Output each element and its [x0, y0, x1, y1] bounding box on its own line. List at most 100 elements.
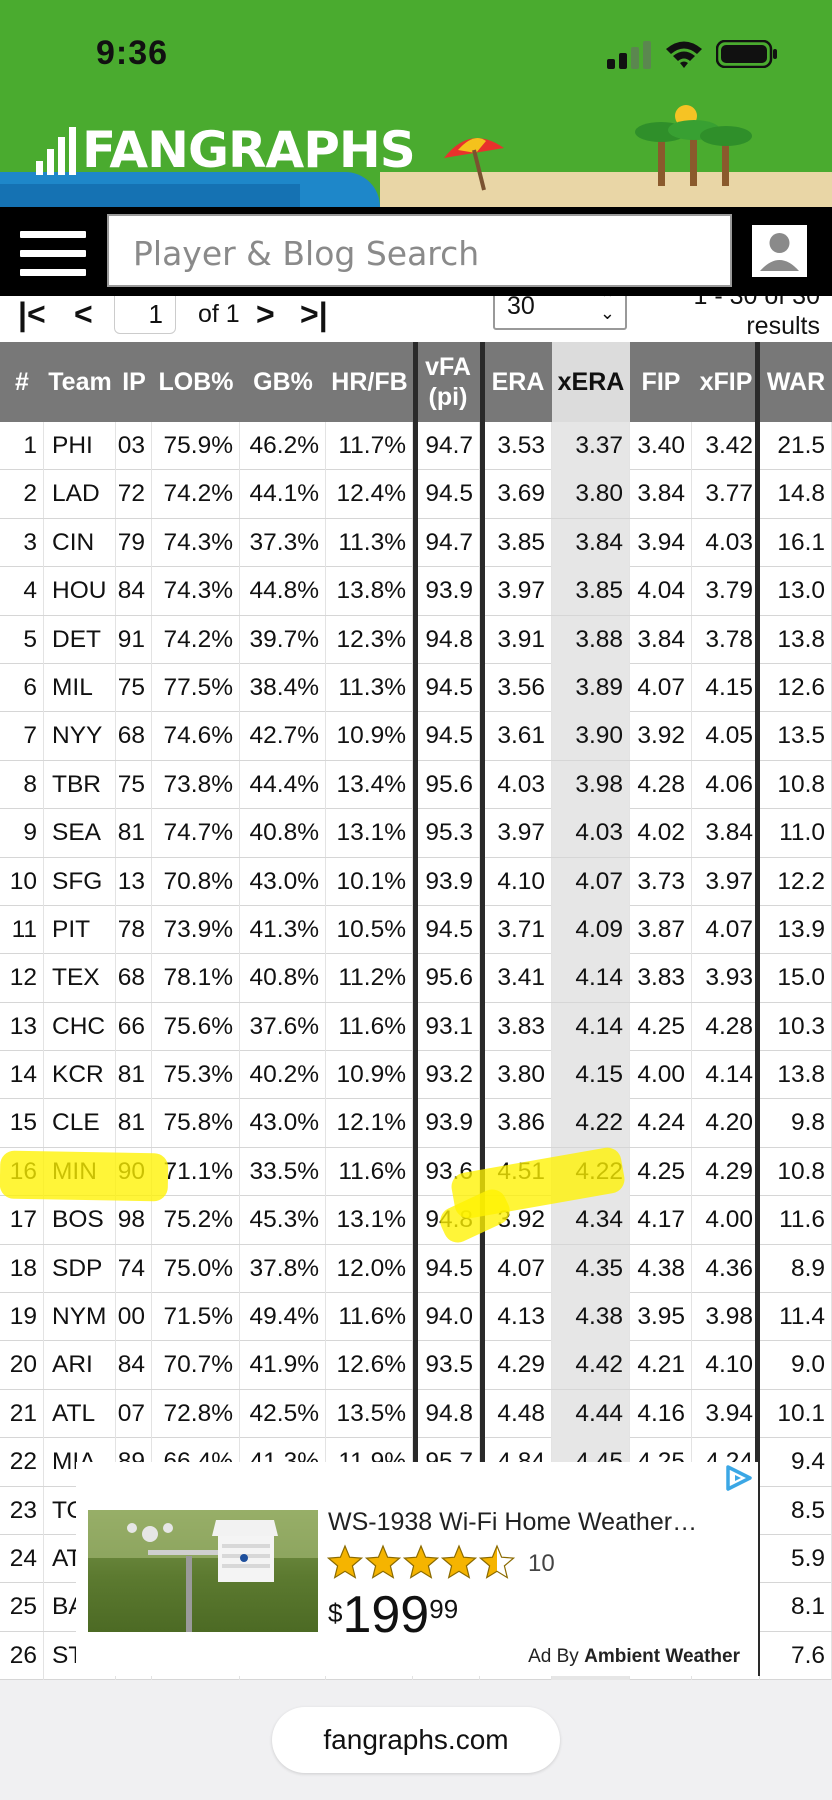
browser-url-bar[interactable]: fangraphs.com [272, 1707, 560, 1773]
search-input[interactable]: Player & Blog Search [107, 214, 732, 287]
cell-hrfb: 12.6% [326, 1341, 413, 1390]
cell-era: 3.83 [484, 1002, 552, 1051]
cell-lob: 72.8% [152, 1389, 240, 1438]
highlight-mark [0, 1150, 169, 1202]
cell-gb: 33.5% [240, 1147, 326, 1196]
cell-xera: 3.89 [552, 663, 630, 712]
cell-era: 3.41 [484, 954, 552, 1003]
cell-war: 9.0 [760, 1341, 832, 1390]
header-col-rank[interactable]: # [15, 368, 29, 396]
cell-team[interactable]: CHC [44, 1002, 116, 1051]
ad-advertiser[interactable]: Ad By Ambient Weather [528, 1646, 740, 1668]
cell-team[interactable]: LAD [44, 470, 116, 519]
cell-lob: 74.7% [152, 809, 240, 858]
cell-vfa: 95.6 [416, 954, 480, 1003]
cell-rank: 11 [0, 905, 44, 954]
cell-team[interactable]: CIN [44, 518, 116, 567]
ad-choices-icon[interactable] [724, 1464, 754, 1492]
cell-fip: 4.16 [630, 1389, 692, 1438]
cell-hrfb: 11.6% [326, 1147, 413, 1196]
cell-xera: 4.15 [552, 1051, 630, 1100]
cell-ip: 84 [116, 1341, 152, 1390]
weather-station-image[interactable] [88, 1510, 318, 1632]
cell-fip: 4.17 [630, 1196, 692, 1245]
cell-vfa: 93.1 [416, 1002, 480, 1051]
cell-team[interactable]: SEA [44, 809, 116, 858]
cell-ip: 91 [116, 615, 152, 664]
cell-xera: 3.90 [552, 712, 630, 761]
ad-price: $ 199 99 [328, 1584, 458, 1646]
header-col-gb[interactable]: GB% [253, 368, 313, 396]
cell-team[interactable]: ATL [44, 1389, 116, 1438]
cell-ip: 81 [116, 1099, 152, 1148]
header-col-war[interactable]: WAR [766, 368, 826, 396]
cell-war: 10.3 [760, 1002, 832, 1051]
cell-war: 11.0 [760, 809, 832, 858]
cell-team[interactable]: TEX [44, 954, 116, 1003]
ad-title[interactable]: WS-1938 Wi-Fi Home Weather… [328, 1508, 698, 1536]
ad-banner[interactable]: WS-1938 Wi-Fi Home Weather… 10 $ 199 99 … [76, 1462, 758, 1676]
cell-team[interactable]: SDP [44, 1244, 116, 1293]
cell-team[interactable]: PIT [44, 905, 116, 954]
cell-xera: 3.37 [552, 422, 630, 470]
header-col-team[interactable]: Team [48, 368, 112, 396]
header-col-xera[interactable]: xERA [552, 342, 630, 422]
cell-war: 15.0 [760, 954, 832, 1003]
header-col-lob[interactable]: LOB% [158, 368, 234, 396]
header-col-era[interactable]: ERA [491, 368, 545, 396]
fangraphs-logo[interactable]: FANGRAPHS [36, 120, 416, 180]
page-size-select[interactable]: 30 ⌃ ⌄ [493, 296, 627, 330]
cell-team[interactable]: ARI [44, 1341, 116, 1390]
cell-gb: 44.8% [240, 567, 326, 616]
cell-vfa: 94.5 [416, 470, 480, 519]
user-avatar-icon[interactable] [752, 225, 807, 277]
cell-era: 3.61 [484, 712, 552, 761]
cell-lob: 74.2% [152, 470, 240, 519]
cell-era: 3.80 [484, 1051, 552, 1100]
cell-xera: 3.80 [552, 470, 630, 519]
cell-team[interactable]: CLE [44, 1099, 116, 1148]
cell-vfa: 94.5 [416, 712, 480, 761]
menu-icon[interactable] [20, 231, 86, 277]
cell-era: 4.29 [484, 1341, 552, 1390]
cell-ip: 81 [116, 809, 152, 858]
page-number-input[interactable]: 1 [114, 296, 176, 334]
cell-team[interactable]: MIL [44, 663, 116, 712]
cell-team[interactable]: DET [44, 615, 116, 664]
cell-hrfb: 13.1% [326, 809, 413, 858]
last-page-button[interactable]: >| [300, 296, 328, 332]
header-col-vfa[interactable]: vFA (pi) [425, 353, 471, 411]
prev-page-button[interactable]: < [74, 296, 93, 332]
next-page-button[interactable]: > [256, 296, 275, 332]
cell-team[interactable]: PHI [44, 422, 116, 470]
cell-team[interactable]: BOS [44, 1196, 116, 1245]
cell-xfip: 4.14 [692, 1051, 760, 1100]
header-col-hrfb[interactable]: HR/FB [331, 368, 408, 396]
cell-team[interactable]: NYY [44, 712, 116, 761]
table-row[interactable]: 5 DET 91 74.2% 39.7% 12.3% 94.8 3.91 3.88 3.84 3.7… [0, 615, 832, 664]
cell-hrfb: 12.1% [326, 1099, 413, 1148]
header-col-fip[interactable]: FIP [641, 368, 681, 396]
cell-team[interactable]: SFG [44, 857, 116, 906]
cell-team[interactable]: HOU [44, 567, 116, 616]
column-divider [755, 342, 760, 1676]
cell-fip: 4.02 [630, 809, 692, 858]
cell-fip: 3.73 [630, 857, 692, 906]
cell-war: 13.8 [760, 615, 832, 664]
cell-ip: 68 [116, 954, 152, 1003]
header-col-xfip[interactable]: xFIP [699, 368, 753, 396]
cell-fip: 3.87 [630, 905, 692, 954]
column-divider [413, 342, 418, 1676]
header-col-ip[interactable]: IP [122, 368, 146, 396]
cell-vfa: 93.9 [416, 567, 480, 616]
cell-lob: 71.1% [152, 1147, 240, 1196]
cell-war: 13.9 [760, 905, 832, 954]
cell-lob: 75.2% [152, 1196, 240, 1245]
cell-team[interactable]: KCR [44, 1051, 116, 1100]
cell-team[interactable]: TBR [44, 760, 116, 809]
cell-hrfb: 13.1% [326, 1196, 413, 1245]
cell-era: 3.56 [484, 663, 552, 712]
first-page-button[interactable]: |< [18, 296, 46, 332]
cell-rank: 15 [0, 1099, 44, 1148]
cell-team[interactable]: NYM [44, 1293, 116, 1342]
